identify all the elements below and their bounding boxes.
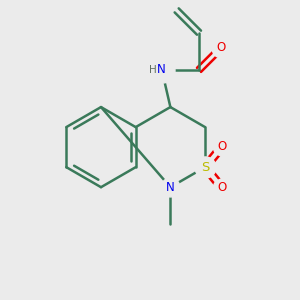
Text: O: O [218,181,227,194]
Text: S: S [201,161,209,174]
Text: O: O [218,140,227,153]
Text: H: H [149,65,157,75]
Text: N: N [166,181,175,194]
Text: N: N [157,63,165,76]
Text: O: O [217,41,226,54]
